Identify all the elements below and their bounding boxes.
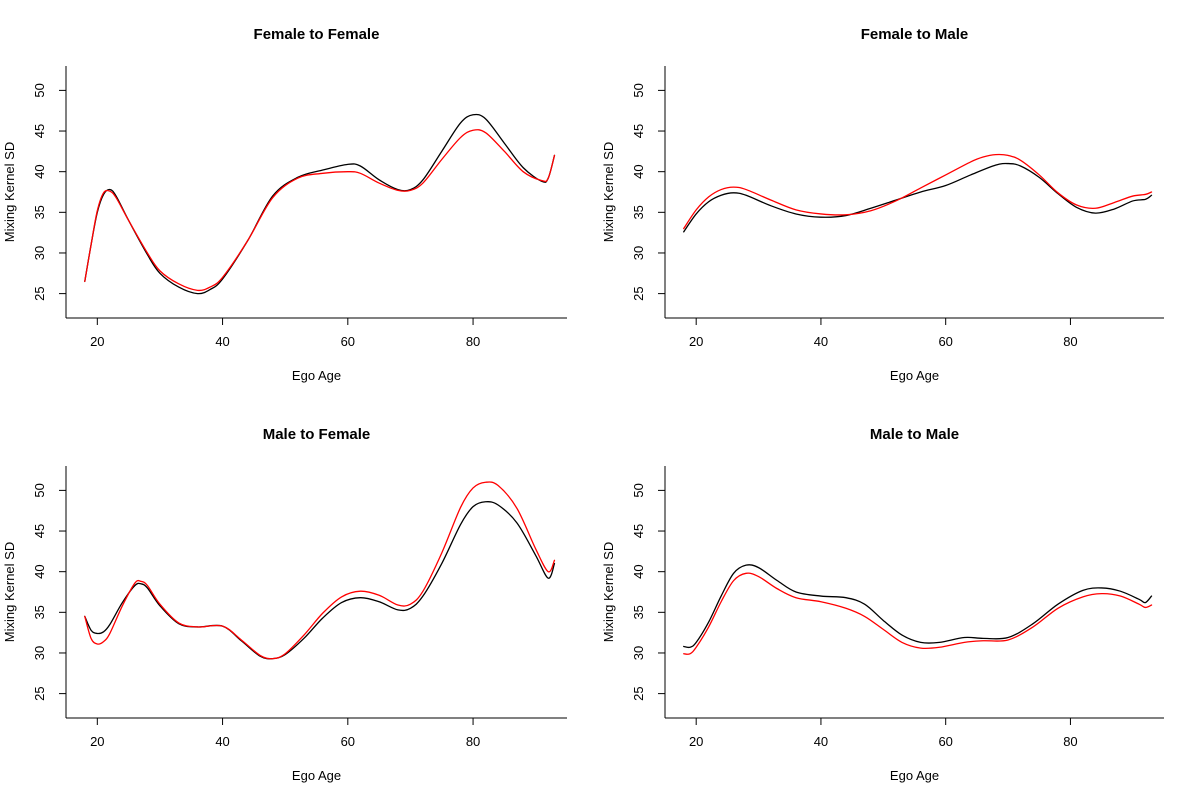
x-axis-label: Ego Age — [292, 768, 341, 783]
y-tick-label: 40 — [32, 164, 47, 178]
y-tick-label: 30 — [631, 646, 646, 660]
y-tick-label: 30 — [631, 246, 646, 260]
y-tick-label: 30 — [32, 646, 47, 660]
x-tick-label: 40 — [814, 334, 828, 349]
chart-title: Male to Male — [870, 426, 959, 443]
y-tick-label: 35 — [32, 605, 47, 619]
x-tick-label: 20 — [689, 334, 703, 349]
x-axis-label: Ego Age — [890, 768, 939, 783]
x-tick-label: 60 — [938, 734, 952, 749]
x-tick-label: 60 — [341, 334, 355, 349]
x-tick-label: 40 — [814, 734, 828, 749]
series-line-red — [84, 129, 556, 292]
y-tick-label: 30 — [32, 246, 47, 260]
y-tick-label: 50 — [631, 483, 646, 497]
y-tick-label: 40 — [631, 564, 646, 578]
series-line-black — [84, 501, 556, 660]
chart-panel-1: Female to Female 25 30 35 40 45 50 20 40 60 80 Ego … — [2, 26, 567, 383]
x-axis-label: Ego Age — [890, 368, 939, 383]
y-tick-label: 25 — [631, 686, 646, 700]
series-line-black — [683, 564, 1153, 649]
x-tick-label: 80 — [1063, 734, 1077, 749]
y-tick-label: 45 — [631, 524, 646, 538]
y-axis-label: Mixing Kernel SD — [601, 142, 616, 242]
y-tick-label: 50 — [631, 83, 646, 97]
series-line-black — [683, 162, 1153, 233]
x-tick-label: 60 — [938, 334, 952, 349]
chart-panel-4: Male to Male 25 30 35 40 45 50 20 40 60 80 Ego Age M… — [601, 426, 1164, 783]
chart-title: Male to Female — [263, 426, 371, 443]
y-tick-label: 35 — [631, 205, 646, 219]
x-tick-label: 60 — [341, 734, 355, 749]
y-tick-label: 40 — [631, 164, 646, 178]
x-tick-label: 20 — [90, 734, 104, 749]
y-tick-label: 40 — [32, 564, 47, 578]
y-tick-label: 25 — [32, 686, 47, 700]
y-tick-label: 25 — [32, 286, 47, 300]
y-tick-label: 25 — [631, 286, 646, 300]
y-axis-label: Mixing Kernel SD — [601, 542, 616, 642]
series-line-red — [683, 572, 1153, 655]
y-tick-label: 45 — [32, 524, 47, 538]
x-tick-label: 80 — [466, 734, 480, 749]
chart-title: Female to Male — [861, 26, 969, 43]
y-tick-label: 50 — [32, 483, 47, 497]
x-tick-label: 40 — [215, 334, 229, 349]
chart-panel-3: Male to Female 25 30 35 40 45 50 20 40 60 80 Ego Ag… — [2, 426, 567, 783]
y-tick-label: 45 — [32, 124, 47, 138]
x-tick-label: 20 — [689, 734, 703, 749]
y-tick-label: 50 — [32, 83, 47, 97]
x-tick-label: 80 — [466, 334, 480, 349]
series-line-red — [84, 481, 556, 660]
x-tick-label: 20 — [90, 334, 104, 349]
series-line-black — [84, 113, 556, 295]
x-axis-label: Ego Age — [292, 368, 341, 383]
x-tick-label: 40 — [215, 734, 229, 749]
series-line-red — [683, 153, 1153, 230]
x-tick-label: 80 — [1063, 334, 1077, 349]
y-tick-label: 45 — [631, 124, 646, 138]
chart-panel-2: Female to Male 25 30 35 40 45 50 20 40 60 80 Ego Ag… — [601, 26, 1164, 383]
y-axis-label: Mixing Kernel SD — [2, 542, 17, 642]
y-axis-label: Mixing Kernel SD — [2, 142, 17, 242]
y-tick-label: 35 — [631, 605, 646, 619]
chart-title: Female to Female — [254, 26, 380, 43]
y-tick-label: 35 — [32, 205, 47, 219]
